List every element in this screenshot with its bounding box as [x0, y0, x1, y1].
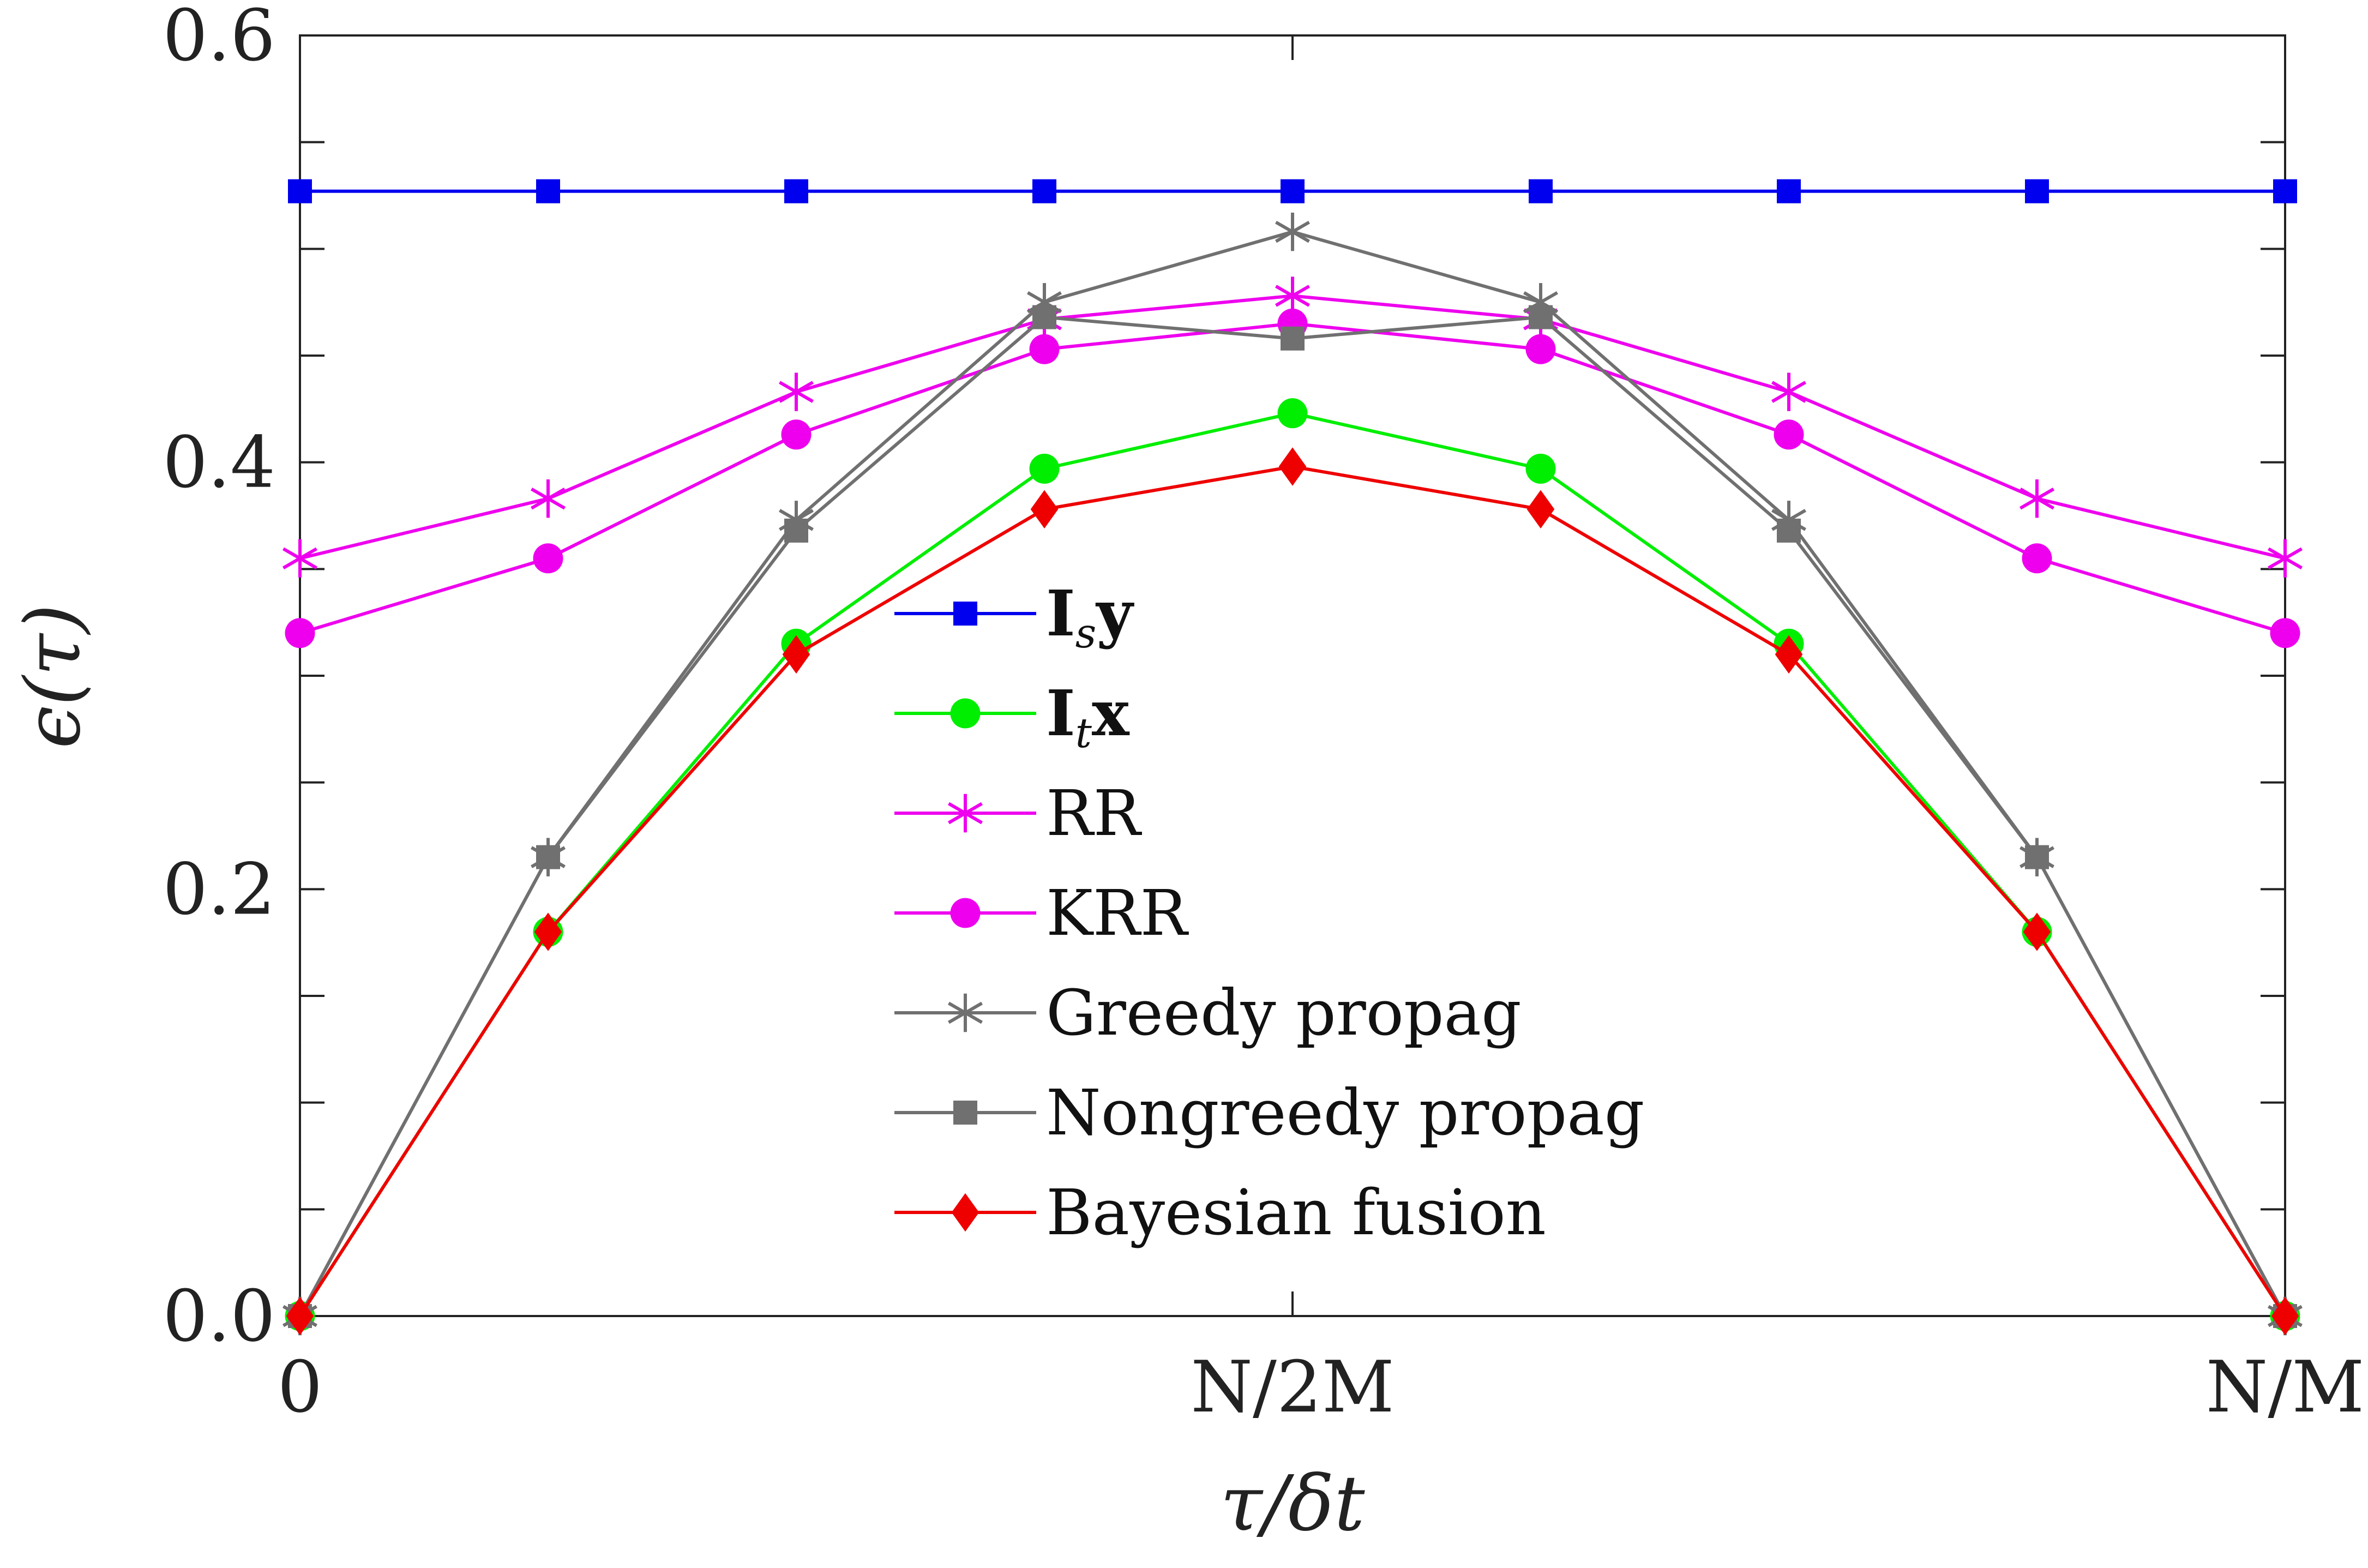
data-point-0-0 [288, 179, 312, 203]
legend-marker-1 [950, 698, 981, 729]
legend-marker-6 [951, 1193, 979, 1232]
data-point-6-6 [1775, 635, 1803, 674]
legend-item-5: Nongreedy propag [894, 1077, 1644, 1150]
legend: Isy Itx RR KRR Greedy propag Nongreedy propag… [894, 577, 1644, 1249]
data-point-5-6 [1777, 518, 1801, 543]
legend-marker-3 [950, 898, 981, 928]
data-point-5-7 [2025, 845, 2049, 869]
y-tick-label-0: 0.0 [163, 1275, 275, 1357]
data-point-3-1 [533, 543, 563, 574]
legend-item-0: Isy [894, 577, 1134, 657]
data-point-0-3 [1032, 179, 1056, 203]
data-point-3-0 [285, 618, 315, 648]
x-tick-label-1: N/2M [1191, 1345, 1394, 1428]
data-point-2-1 [531, 479, 566, 518]
data-point-3-6 [1774, 419, 1804, 450]
x-tick-label-0: 0 [278, 1345, 323, 1428]
data-point-0-4 [1281, 179, 1305, 203]
data-point-2-2 [779, 373, 814, 411]
legend-label-2: RR [1046, 777, 1143, 850]
y-axis-label: ϵ(τ) [9, 604, 98, 748]
data-point-5-3 [1032, 305, 1056, 329]
x-tick-label-2: N/M [2206, 1345, 2365, 1428]
legend-marker-2 [948, 794, 983, 833]
x-axis-label: τ/δt [1220, 1459, 1365, 1548]
y-tick-label-1: 0.2 [163, 848, 275, 930]
data-point-6-1 [534, 912, 562, 951]
data-point-1-4 [1277, 398, 1308, 429]
data-point-5-4 [1281, 326, 1305, 351]
legend-label-4: Greedy propag [1046, 977, 1522, 1050]
data-point-3-8 [2270, 618, 2300, 648]
legend-marker-4 [948, 993, 983, 1032]
series-0 [288, 179, 2297, 203]
data-point-6-7 [2023, 912, 2051, 951]
data-point-1-3 [1029, 453, 1060, 484]
data-point-2-0 [283, 539, 317, 578]
data-point-6-3 [1030, 490, 1059, 528]
data-point-3-2 [781, 419, 812, 450]
data-point-0-8 [2273, 179, 2297, 203]
legend-item-1: Itx [894, 677, 1130, 757]
legend-label-5: Nongreedy propag [1046, 1077, 1644, 1150]
legend-marker-0 [953, 602, 977, 626]
legend-item-4: Greedy propag [894, 977, 1522, 1050]
legend-item-2: RR [894, 777, 1143, 850]
data-point-4-4 [1275, 212, 1310, 251]
data-point-3-5 [1525, 334, 1556, 364]
legend-item-6: Bayesian fusion [894, 1176, 1546, 1249]
data-point-3-7 [2022, 543, 2052, 574]
data-point-6-0 [286, 1296, 314, 1336]
legend-label-0: Isy [1046, 577, 1134, 657]
y-tick-label-2: 0.4 [163, 421, 275, 504]
data-point-0-7 [2025, 179, 2049, 203]
legend-label-1: Itx [1046, 677, 1130, 757]
legend-item-3: KRR [894, 877, 1189, 950]
legend-label-3: KRR [1046, 877, 1189, 950]
data-point-0-6 [1777, 179, 1801, 203]
data-point-5-2 [784, 518, 808, 543]
data-point-6-4 [1278, 447, 1307, 486]
series-6 [286, 447, 2299, 1336]
legend-label-6: Bayesian fusion [1046, 1176, 1546, 1249]
data-point-0-5 [1529, 179, 1553, 203]
data-point-5-5 [1529, 305, 1553, 329]
data-point-6-5 [1526, 490, 1555, 528]
data-point-0-2 [784, 179, 808, 203]
data-point-0-1 [536, 179, 560, 203]
axis-ticks: 0.0 0.2 0.4 0.6 0 N/2M N/M [163, 0, 2364, 1428]
series-group [283, 179, 2303, 1336]
data-point-2-6 [1771, 373, 1806, 411]
data-point-2-7 [2020, 479, 2054, 518]
legend-marker-5 [953, 1101, 977, 1125]
data-point-6-8 [2271, 1296, 2299, 1336]
data-point-5-1 [536, 845, 560, 869]
data-point-6-2 [782, 635, 810, 674]
data-point-2-8 [2268, 539, 2303, 578]
data-point-3-3 [1029, 334, 1060, 364]
data-point-1-5 [1525, 453, 1556, 484]
y-tick-label-3: 0.6 [163, 0, 275, 77]
